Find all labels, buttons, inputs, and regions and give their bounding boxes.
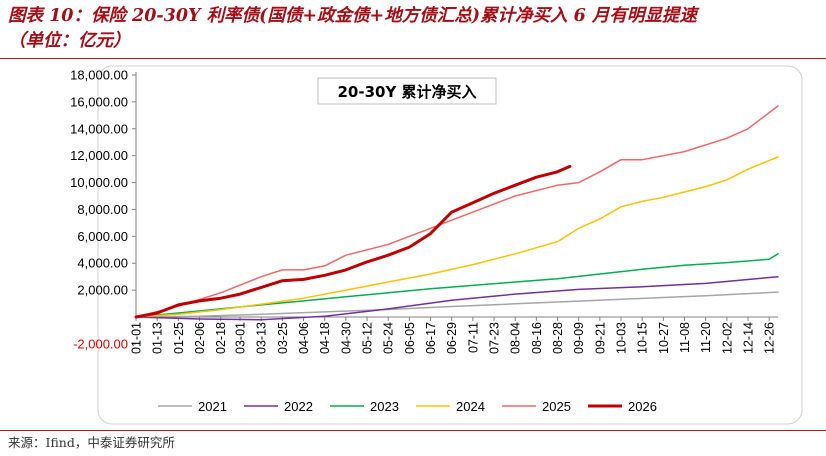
chart-title-box [317,77,497,105]
legend-label-2024: 2024 [456,399,485,414]
figure-unit: （单位：亿元） [8,31,131,51]
y-tick-label: 16,000.00 [70,94,128,109]
x-tick-label: 08-16 [530,322,544,354]
series-line-2022 [135,275,779,321]
x-tick-label: 12-02 [720,322,734,354]
y-tick-label: -2,000.00 [73,336,128,351]
x-tick-label: 04-30 [339,322,353,354]
legend-label-2025: 2025 [542,399,571,414]
x-tick-label: 01-13 [151,322,165,354]
x-tick-label: 01-25 [172,322,186,354]
figure-heading: 图表 10：保险 20-30Y 利率债(国债+政金债+地方债汇总)累计净买入 6… [8,4,820,54]
x-tick-label: 02-06 [193,322,207,354]
x-tick-label: 11-20 [699,322,713,353]
top-rule [0,58,826,59]
y-axis-ticks: 18,000.00 16,000.00 14,000.00 12,000.00 10,0… [70,68,136,351]
series-lines [134,105,779,321]
y-tick-label: 6,000.00 [77,229,128,244]
x-tick-label: 10-03 [615,322,629,354]
x-tick-label: 08-28 [551,322,565,354]
series-line-2024 [135,156,779,318]
bottom-rule [0,430,826,431]
chart-frame [97,65,803,425]
x-tick-label: 10-27 [657,322,671,354]
x-tick-label: 03-01 [234,322,248,354]
x-tick-label: 04-18 [318,322,332,354]
x-tick-label: 09-09 [572,322,586,354]
y-tick-label: 2,000.00 [77,283,128,298]
x-tick-label: 10-15 [636,322,650,354]
x-tick-label: 04-06 [297,322,311,354]
chart-title: 20-30Y 累计净买入 [337,83,476,101]
x-tick-label: 08-04 [509,322,523,354]
y-tick-label: 12,000.00 [70,148,128,163]
series-line-2026 [134,164,572,319]
x-tick-label: 11-08 [678,322,692,353]
x-tick-label: 06-05 [403,322,417,354]
x-tick-label: 09-21 [593,322,607,354]
source-note: 来源：Ifind，中泰证券研究所 [8,435,175,450]
x-tick-label: 07-11 [466,322,480,353]
x-tick-label: 06-17 [424,322,438,354]
x-axis-ticks: 01-01 01-13 01-25 02-06 02-18 03-01 03-13 03-25… [130,317,777,354]
legend-label-2023: 2023 [370,399,399,414]
x-tick-label: 03-25 [276,322,290,354]
x-tick-label: 01-01 [130,322,144,354]
figure-title: 图表 10：保险 20-30Y 利率债(国债+政金债+地方债汇总)累计净买入 6… [8,6,697,26]
legend-label-2026: 2026 [628,399,657,414]
legend-label-2021: 2021 [198,399,227,414]
legend: 2021 2022 2023 2024 2025 2026 [158,399,657,414]
series-line-2025 [135,105,779,318]
x-tick-label: 02-18 [214,322,228,354]
x-tick-label: 05-12 [361,322,375,354]
x-tick-label: 03-13 [255,322,269,354]
line-chart: 20-30Y 累计净买入 18,000.00 16,000.00 14,000.00… [70,65,803,425]
y-tick-label: 10,000.00 [70,175,128,190]
y-tick-label: 18,000.00 [70,68,128,83]
x-tick-label: 06-29 [445,322,459,354]
x-tick-label: 05-24 [382,322,396,354]
y-tick-label: 8,000.00 [77,202,128,217]
x-tick-label: 07-23 [488,322,502,354]
x-tick-label: 12-14 [742,322,756,354]
y-tick-label: 14,000.00 [70,121,128,136]
legend-label-2022: 2022 [284,399,313,414]
series-line-2021 [135,291,779,318]
x-tick-label: 12-26 [763,322,777,354]
y-tick-label: 4,000.00 [77,256,128,271]
